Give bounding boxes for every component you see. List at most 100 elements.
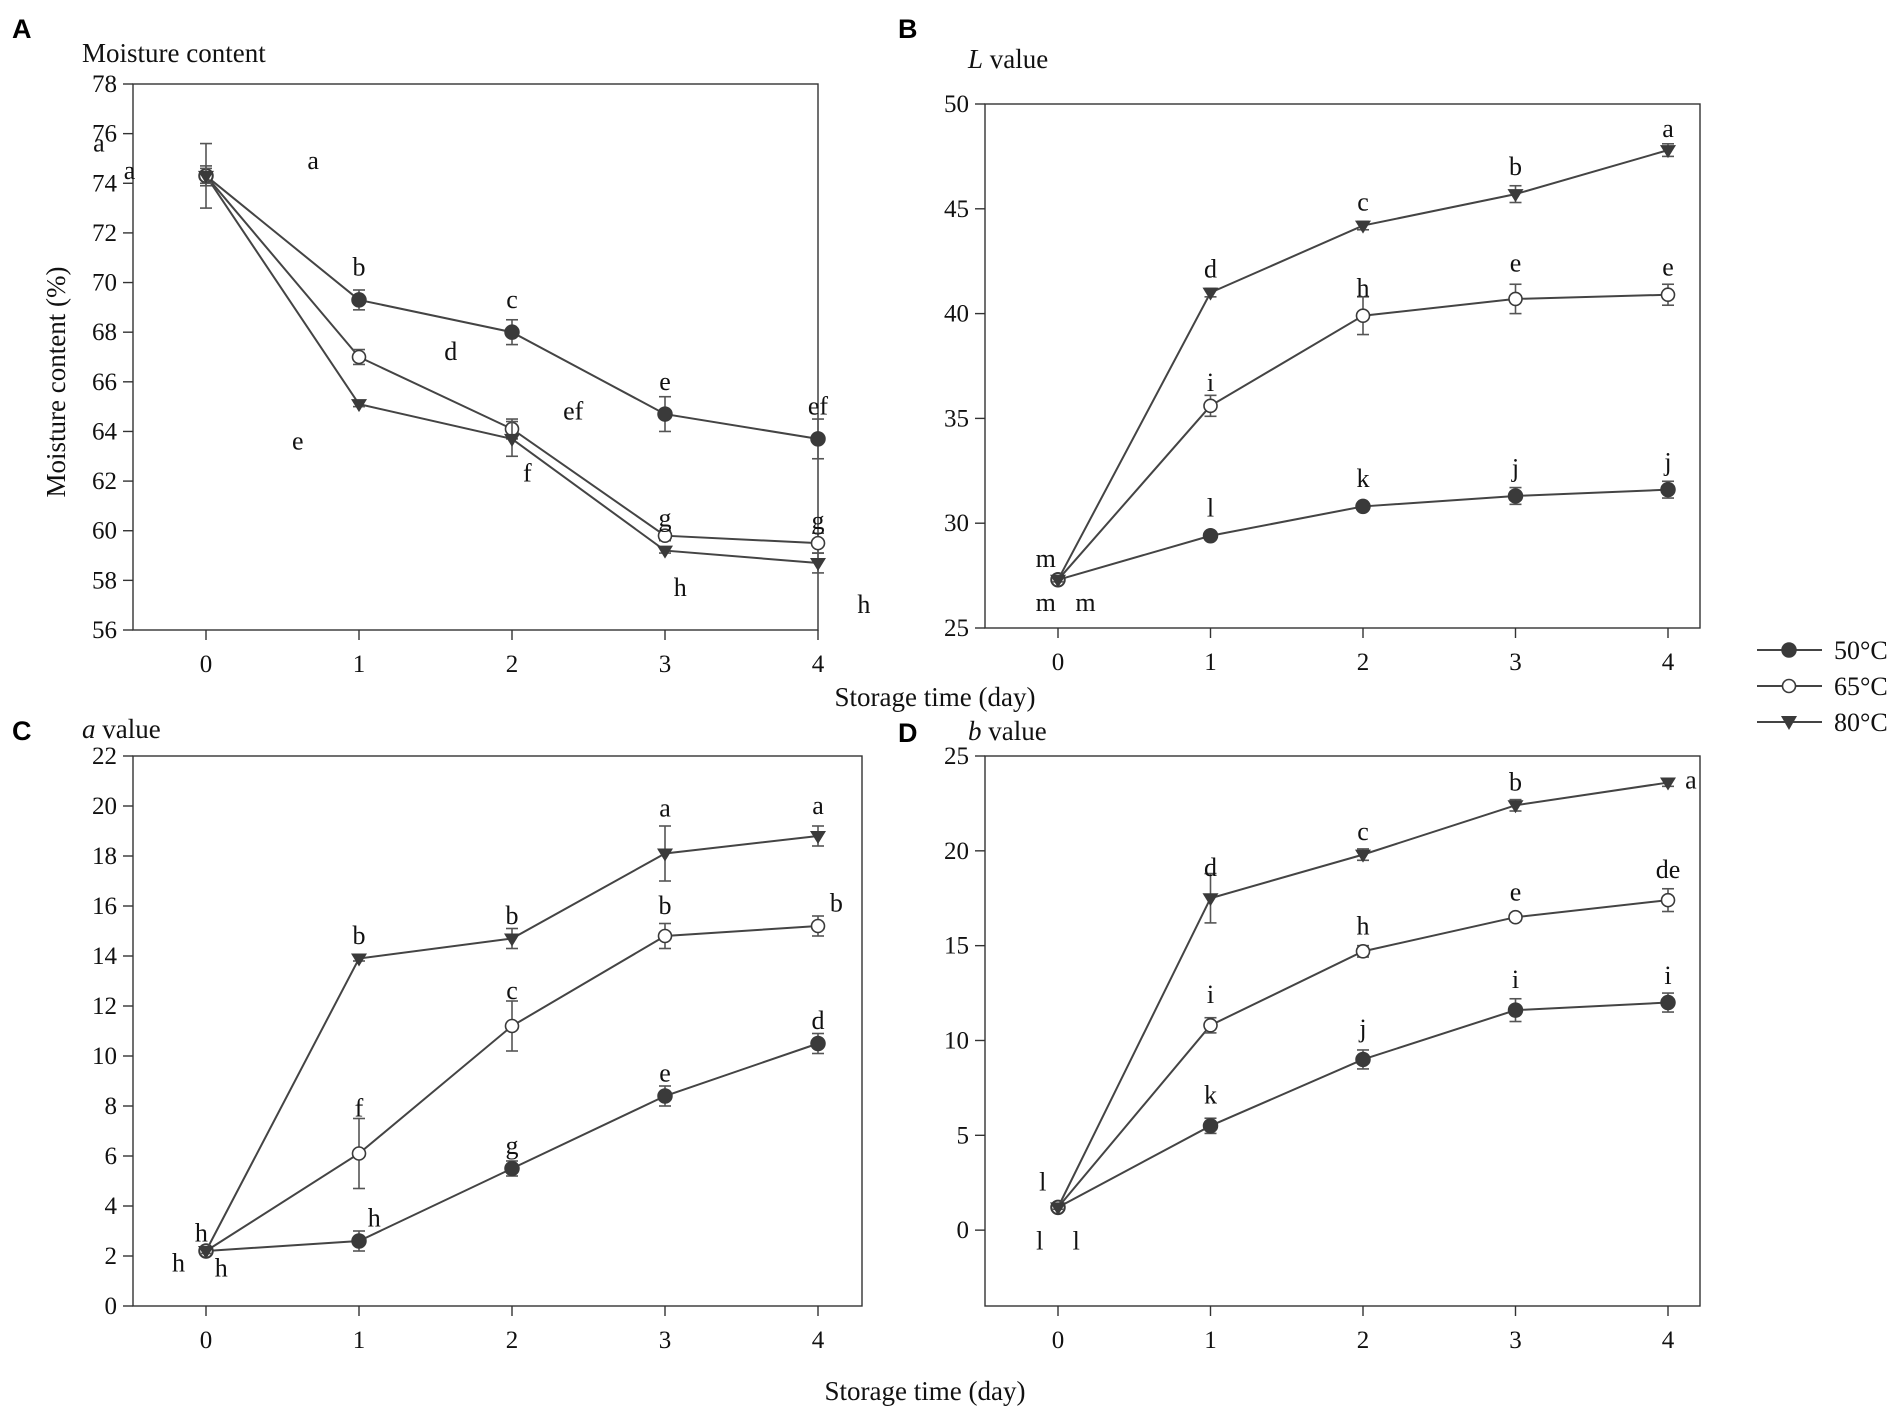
panel-c-ytick-label: 22 xyxy=(92,743,117,770)
panel-a-series-65c-point xyxy=(351,349,367,365)
panel-d-series-50c-point xyxy=(1202,1118,1219,1134)
panel-d-series-65c-point xyxy=(1203,1018,1218,1033)
panel-a-series-65c-sig-letter: g xyxy=(659,503,672,532)
panel-c-series-80c-sig-letter: a xyxy=(659,794,671,823)
panel-d-ytick-label: 15 xyxy=(944,933,969,960)
panel-a-ytick-label: 76 xyxy=(92,121,117,148)
panel-d-series-80c-point xyxy=(1660,777,1676,791)
panel-a-series-65c-point xyxy=(657,528,673,543)
panel-d-xtick-label: 4 xyxy=(1662,1327,1675,1354)
panel-a-series-65c-sig-letter: a xyxy=(124,156,136,185)
panel-a-title: Moisture content xyxy=(82,38,266,68)
panel-c-ytick-label: 8 xyxy=(105,1093,118,1120)
panel-c-series-80c-point xyxy=(198,1246,214,1259)
panel-b-series-80c-point xyxy=(1202,287,1219,301)
panel-a-xtick-label: 4 xyxy=(812,651,825,678)
panel-a-series-80c-point xyxy=(198,170,214,184)
panel-c-xtick-label: 2 xyxy=(506,1327,519,1354)
panel-b-series-65c-point xyxy=(1203,398,1218,414)
panel-c-series-65c-line xyxy=(205,925,819,1252)
panel-c-series-80c-sig-letter: h xyxy=(215,1254,228,1283)
panel-b-series-80c-point xyxy=(1050,574,1066,588)
legend-marker-open-circle xyxy=(1781,678,1797,694)
panel-c-series-50c-sig-letter: h xyxy=(172,1249,185,1278)
panel-c-series-80c-point xyxy=(810,831,826,844)
panel-a-series-50c-sig-letter: c xyxy=(506,285,518,314)
panel-d-series-50c-point xyxy=(1507,1002,1524,1018)
panel-b-title: L value xyxy=(967,44,1048,74)
panel-c-ytick-label: 14 xyxy=(92,943,118,970)
panel-b-series-50c-point xyxy=(1355,498,1371,515)
panel-b-series-65c-point xyxy=(1660,287,1676,303)
panel-b-series-65c-sig-letter: e xyxy=(1510,248,1522,277)
panel-d-series-65c-sig-letter: e xyxy=(1510,878,1522,907)
panel-b-ytick-label: 50 xyxy=(944,91,969,118)
panel-c-series-50c-point xyxy=(504,1160,520,1177)
panel-b-series-80c-sig-letter: m xyxy=(1075,588,1095,617)
shared-xlabel-top: Storage time (day) xyxy=(835,682,1036,712)
panel-d-ytick-label: 5 xyxy=(957,1122,970,1149)
panel-b-xtick-label: 2 xyxy=(1357,649,1370,676)
panel-d-series-65c-point xyxy=(1660,892,1676,908)
panel-a-ytick-label: 56 xyxy=(92,617,117,644)
panel-c-series-65c-point xyxy=(504,1018,520,1034)
panel-a-ylabel: Moisture content (%) xyxy=(41,267,71,498)
panel-a-xtick-label: 2 xyxy=(506,651,519,678)
panel-a-series-80c-line xyxy=(205,175,819,564)
panel-c-series-50c-sig-letter: g xyxy=(506,1131,519,1160)
panel-letter-a: A xyxy=(12,14,32,44)
panel-c-series-65c-sig-letter: b xyxy=(659,891,672,920)
panel-letter-d: D xyxy=(898,718,918,748)
panel-c-ytick-label: 6 xyxy=(105,1143,118,1170)
panel-c-ytick-label: 4 xyxy=(105,1193,118,1220)
panel-b-series-50c-sig-letter: k xyxy=(1357,464,1370,493)
panel-c-ytick-label: 20 xyxy=(92,793,117,820)
panel-c-xtick-label: 0 xyxy=(200,1327,213,1354)
panel-a-series-80c-point xyxy=(504,433,520,447)
panel-d-series-80c-point xyxy=(1355,849,1371,863)
panel-d-title: b value xyxy=(968,716,1047,746)
panel-a-series-80c-sig-letter: h xyxy=(857,590,870,619)
panel-d-series-50c-point xyxy=(1660,994,1676,1011)
panel-b-series-65c-sig-letter: e xyxy=(1662,252,1674,281)
panel-b-series-65c-sig-letter: i xyxy=(1207,368,1214,397)
panel-d-xtick-label: 3 xyxy=(1509,1327,1522,1354)
panel-a-series-65c-sig-letter: ef xyxy=(563,397,584,426)
panel-d: D b value 0 5 10 15 20 25 0 1 2 3 4 l k j i i l i h e de l d c b… xyxy=(898,716,1701,1354)
panel-c-ytick-label: 2 xyxy=(105,1243,118,1270)
panel-d-ytick-label: 20 xyxy=(944,838,969,865)
panel-a-series-80c-point xyxy=(810,557,826,571)
panel-c-ytick-label: 16 xyxy=(92,893,117,920)
panel-a-series-50c-sig-letter: e xyxy=(659,367,671,396)
panel-c-series-80c-point xyxy=(504,933,520,947)
panel-d-series-65c-sig-letter: i xyxy=(1207,980,1214,1009)
panel-c-series-80c-point xyxy=(657,848,673,862)
panel-b-series-50c-sig-letter: m xyxy=(1036,544,1056,573)
legend-marker-triangle-down xyxy=(1781,716,1797,730)
panel-c-title-var: a xyxy=(82,714,96,744)
panel-b-series-80c-sig-letter: b xyxy=(1509,152,1522,181)
panel-a-series-50c-sig-letter: b xyxy=(353,253,366,282)
panel-d-xtick-label: 1 xyxy=(1204,1327,1217,1354)
panel-b-ytick-label: 40 xyxy=(944,301,969,328)
panel-b-series-50c-point xyxy=(1507,488,1524,504)
panel-a-ytick-label: 70 xyxy=(92,270,117,297)
panel-c-series-80c-sig-letter: a xyxy=(812,791,824,820)
panel-c-frame xyxy=(132,755,863,1307)
panel-d-series-80c-line xyxy=(1057,781,1669,1208)
panel-d-series-65c-sig-letter: de xyxy=(1656,855,1681,884)
panel-c-series-65c-sig-letter: f xyxy=(355,1094,364,1123)
panel-b-series-80c-sig-letter: c xyxy=(1357,188,1369,217)
panel-a-ytick-label: 78 xyxy=(92,71,117,98)
panel-a-ytick-label: 72 xyxy=(92,220,117,247)
panel-a-series-50c-point xyxy=(504,324,520,340)
panel-d-series-50c-point xyxy=(1355,1051,1371,1068)
panel-b-series-80c-sig-letter: d xyxy=(1204,255,1217,284)
panel-b-series-80c-point xyxy=(1660,145,1676,159)
panel-b-series-65c-sig-letter: h xyxy=(1357,273,1370,302)
panel-a-ytick-label: 66 xyxy=(92,369,117,396)
panel-d-ytick-label: 10 xyxy=(944,1027,969,1054)
panel-b-xtick-label: 0 xyxy=(1052,649,1065,676)
panel-a-frame xyxy=(132,83,819,631)
